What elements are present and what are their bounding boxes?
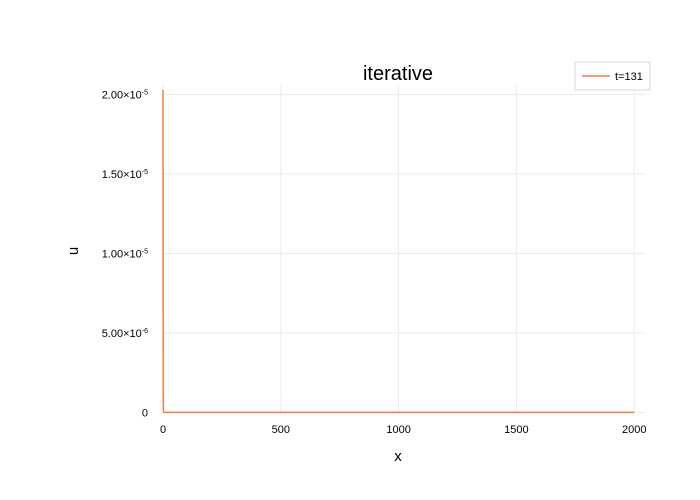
x-tick-labels: 0 500 1000 1500 2000 — [160, 424, 647, 436]
y-tick-label: 5.00×10-6 — [102, 328, 148, 340]
legend-label: t=131 — [615, 71, 643, 83]
x-tick-label: 2000 — [622, 424, 646, 436]
x-tick-label: 1500 — [504, 424, 528, 436]
chart-title: iterative — [363, 63, 433, 85]
x-tick-label: 1000 — [386, 424, 410, 436]
y-tick-label: 2.00×10-5 — [102, 90, 148, 102]
series-line — [162, 89, 635, 414]
x-tick-label: 500 — [272, 424, 290, 436]
y-tick-labels: 0 5.00×10-6 1.00×10-5 1.50×10-5 2.00×10-5 — [102, 90, 148, 420]
y-tick-label: 1.50×10-5 — [102, 169, 148, 181]
legend: t=131 — [574, 61, 651, 91]
x-tick-label: 0 — [160, 424, 166, 436]
series-layer — [162, 89, 635, 414]
y-tick-label: 1.00×10-5 — [102, 248, 148, 260]
y-axis-label: u — [65, 247, 82, 255]
x-axis-label: x — [394, 448, 402, 465]
y-tick-label: 0 — [142, 407, 148, 419]
